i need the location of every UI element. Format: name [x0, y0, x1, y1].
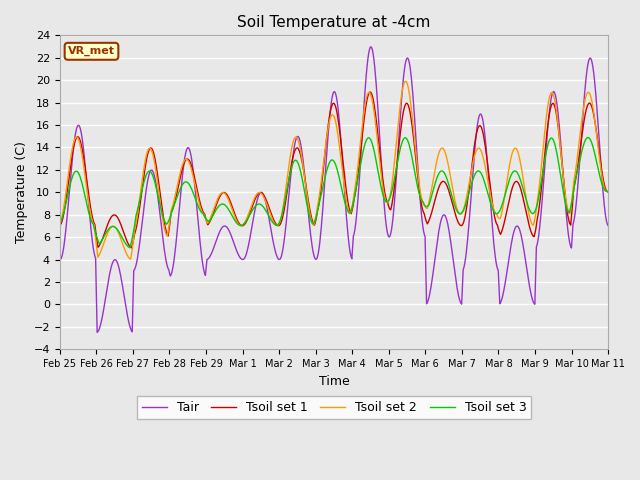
Tair — [402, 58, 410, 63]
Tsoil set 1 — [208, 215, 216, 221]
Tsoil set 3 — [122, 241, 130, 247]
Tair — [208, 251, 216, 256]
Line: Tsoil set 3: Tsoil set 3 — [60, 138, 608, 248]
Tsoil set 3 — [604, 189, 612, 194]
Tair — [367, 44, 375, 49]
Tsoil set 2 — [127, 256, 134, 262]
Tsoil set 2 — [402, 79, 410, 84]
Tair — [179, 172, 186, 178]
Tsoil set 1 — [366, 89, 374, 95]
Tsoil set 1 — [179, 165, 186, 171]
Tsoil set 3 — [401, 135, 409, 141]
Tsoil set 3 — [126, 245, 134, 251]
Tsoil set 1 — [418, 204, 426, 210]
Line: Tsoil set 1: Tsoil set 1 — [60, 92, 608, 248]
Tsoil set 2 — [401, 78, 409, 84]
Tair — [66, 185, 74, 191]
Title: Soil Temperature at -4cm: Soil Temperature at -4cm — [237, 15, 431, 30]
Tair — [56, 257, 63, 263]
Legend: Tair, Tsoil set 1, Tsoil set 2, Tsoil set 3: Tair, Tsoil set 1, Tsoil set 2, Tsoil se… — [136, 396, 531, 420]
Tsoil set 3 — [584, 135, 592, 141]
Tair — [604, 223, 612, 228]
Tsoil set 1 — [127, 245, 135, 251]
Tsoil set 2 — [179, 162, 186, 168]
Tsoil set 3 — [208, 215, 216, 221]
Line: Tair: Tair — [60, 47, 608, 332]
Tsoil set 2 — [208, 212, 216, 218]
Tsoil set 2 — [56, 220, 63, 226]
Tsoil set 1 — [122, 236, 130, 242]
Tair — [123, 310, 131, 315]
Line: Tsoil set 2: Tsoil set 2 — [60, 81, 608, 259]
Tsoil set 2 — [418, 197, 426, 203]
Tsoil set 3 — [417, 197, 425, 203]
Tsoil set 1 — [604, 189, 612, 195]
Tsoil set 2 — [122, 250, 130, 256]
Tsoil set 3 — [66, 183, 74, 189]
Tsoil set 1 — [66, 170, 74, 176]
Tsoil set 3 — [179, 181, 186, 187]
Tsoil set 2 — [604, 189, 612, 194]
Tsoil set 1 — [402, 101, 410, 107]
X-axis label: Time: Time — [319, 374, 349, 387]
Tair — [93, 329, 101, 335]
Tair — [418, 217, 426, 223]
Tsoil set 3 — [56, 218, 63, 224]
Text: VR_met: VR_met — [68, 46, 115, 57]
Tsoil set 2 — [66, 162, 74, 168]
Tsoil set 1 — [56, 222, 63, 228]
Y-axis label: Temperature (C): Temperature (C) — [15, 142, 28, 243]
